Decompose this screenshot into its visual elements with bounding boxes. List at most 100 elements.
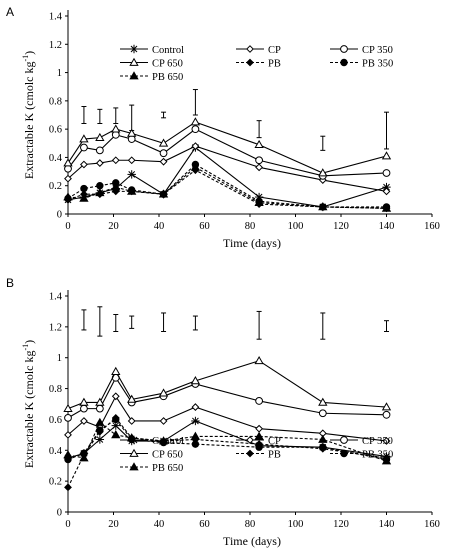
error-bar	[256, 120, 262, 139]
series-cp	[64, 142, 391, 196]
data-point	[190, 117, 201, 126]
data-point	[382, 169, 391, 177]
data-point	[191, 440, 200, 448]
data-point	[190, 431, 201, 440]
data-point	[319, 443, 327, 451]
data-point	[80, 404, 88, 413]
data-point	[111, 392, 120, 401]
y-axis-title-tail: )	[22, 51, 36, 55]
series-line-cp-350	[67, 128, 387, 177]
data-point	[63, 158, 73, 167]
y-tick-label: 0.6	[49, 415, 62, 426]
x-tick-label: 160	[424, 221, 440, 232]
data-point	[190, 162, 201, 171]
error-bar	[129, 104, 135, 132]
series-cp-350	[64, 373, 391, 422]
data-point	[127, 186, 137, 195]
x-tick-label: 20	[108, 519, 119, 530]
data-point	[318, 168, 328, 177]
legend-marker	[246, 449, 254, 458]
x-tick-label: 0	[65, 519, 70, 530]
legend-sample-pb	[236, 449, 264, 458]
data-point	[111, 182, 121, 191]
y-axis-title: Extractable K (cmolc kg-1)	[21, 51, 36, 179]
legend-marker	[129, 44, 139, 54]
legend-sample-control	[120, 44, 148, 54]
x-tick-label: 40	[154, 519, 165, 530]
legend-label: CP 350	[362, 436, 393, 447]
series-cp-650	[63, 355, 392, 412]
series-cp-650	[63, 117, 392, 177]
series-line-cp-650	[67, 360, 387, 410]
y-axis-title-superscript: -1	[21, 344, 30, 351]
data-point	[127, 156, 136, 165]
y-tick-label: 1.4	[49, 292, 63, 303]
data-point	[111, 156, 120, 165]
data-point	[111, 124, 121, 133]
legend-sample-cp	[236, 45, 264, 53]
data-point	[254, 355, 264, 365]
data-point	[95, 417, 105, 426]
x-tick-label: 20	[108, 221, 119, 232]
panel-label: A	[6, 5, 14, 19]
data-point	[382, 437, 391, 445]
legend-label: CP	[268, 45, 281, 56]
x-tick-label: 140	[379, 221, 395, 232]
data-point	[96, 182, 104, 190]
error-bar	[113, 314, 119, 332]
x-tick-label: 40	[154, 221, 165, 232]
data-point	[79, 193, 89, 202]
legend-marker	[129, 71, 139, 80]
legend-label: Control	[152, 436, 184, 447]
series-line-cp	[67, 145, 387, 192]
data-point	[112, 415, 120, 424]
y-axis-title-main: Extractable K (cmolc kg	[22, 351, 36, 469]
data-point	[318, 434, 328, 443]
x-tick-label: 120	[333, 221, 349, 232]
error-bar	[192, 315, 198, 331]
data-point	[381, 203, 392, 212]
y-tick-label: 0.8	[49, 96, 62, 107]
data-point	[127, 417, 136, 425]
legend-sample-cp-650	[120, 448, 148, 457]
data-point	[318, 409, 327, 418]
data-point	[159, 149, 168, 158]
error-bar	[161, 312, 167, 332]
legend-marker	[246, 58, 254, 67]
data-point	[255, 397, 264, 405]
error-bar	[320, 312, 326, 340]
x-tick-label: 60	[199, 221, 210, 232]
series-cp	[64, 392, 391, 445]
y-axis-title-superscript: -1	[21, 55, 30, 62]
x-tick-label: 140	[379, 519, 395, 530]
series-line-cp-350	[67, 376, 387, 419]
x-tick-label: 80	[245, 519, 256, 530]
series-pb-650	[63, 162, 392, 212]
y-tick-label: 1	[57, 68, 62, 79]
legend-marker	[340, 45, 348, 53]
data-point	[95, 404, 104, 413]
series-line-pb-650	[67, 166, 387, 209]
error-bar	[81, 309, 87, 331]
data-point	[80, 143, 88, 152]
legend-sample-cp-350	[330, 436, 358, 444]
data-point	[318, 202, 328, 211]
legend-sample-cp-650	[120, 57, 148, 66]
data-point	[64, 483, 72, 492]
panel-a: A 0 0.2 0.4 0.6 0.8 1 1.2 1.4 0 20 40 60 80 100 120 140 1…	[6, 5, 440, 250]
error-bar	[113, 107, 119, 124]
legend-marker	[340, 449, 348, 458]
data-point	[255, 163, 264, 172]
data-point	[254, 139, 264, 149]
panel-label: B	[6, 276, 14, 290]
legend-marker	[129, 57, 139, 66]
legend-sample-pb-350	[330, 58, 358, 67]
data-point	[158, 388, 169, 397]
data-point	[381, 456, 392, 465]
legend: Control CP CP 350 CP 650 PB PB 350 PB 650	[120, 44, 393, 83]
data-point	[80, 417, 88, 425]
error-bar	[97, 306, 103, 337]
x-tick-label: 120	[333, 519, 349, 530]
y-tick-label: 0.8	[49, 384, 62, 395]
legend-sample-pb-650	[120, 462, 148, 471]
